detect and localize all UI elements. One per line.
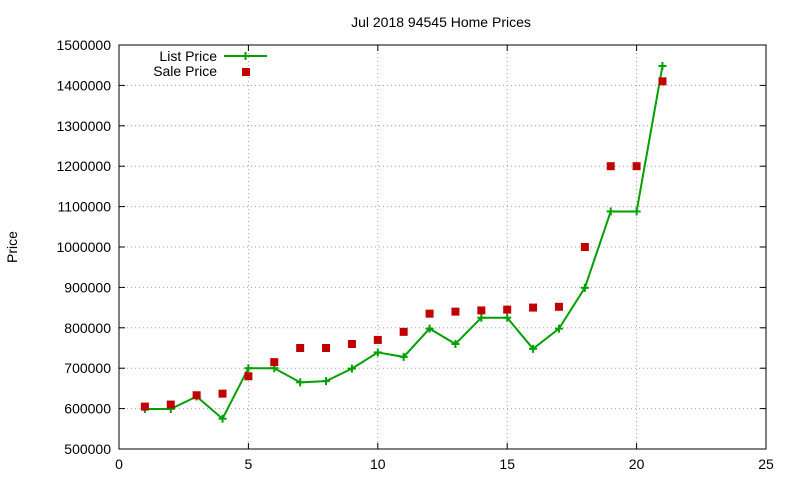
- sale-price-point: [451, 307, 460, 316]
- y-tick-label: 1000000: [56, 239, 111, 255]
- sale-price-point: [658, 77, 667, 86]
- y-tick-label: 1200000: [56, 158, 111, 174]
- sale-price-point: [270, 358, 279, 367]
- legend-marker-sale-price: [242, 68, 250, 76]
- sale-price-point: [244, 372, 253, 381]
- list-price-point: [399, 352, 408, 361]
- axis-ticks: 0 5 10 15 20 25 500000 600000 700000 800000 900000…: [56, 37, 774, 472]
- list-price-point: [503, 313, 512, 322]
- legend-marker-list-price: [241, 52, 250, 60]
- list-price-point: [347, 364, 356, 373]
- y-tick-label: 600000: [64, 401, 111, 417]
- sale-price-point: [347, 339, 356, 348]
- list-price-point: [322, 377, 331, 386]
- list-price-point: [477, 313, 486, 322]
- x-tick-label: 20: [629, 456, 645, 472]
- sale-price-point: [140, 402, 149, 411]
- list-price-point: [580, 283, 589, 292]
- legend: List Price Sale Price: [153, 48, 267, 79]
- x-tick-label: 5: [245, 456, 253, 472]
- sale-price-point: [296, 344, 305, 352]
- sale-price-point: [580, 243, 589, 251]
- y-tick-label: 1100000: [58, 199, 112, 215]
- sale-price-point: [554, 302, 563, 311]
- y-tick-label: 500000: [64, 441, 111, 457]
- list-price-point: [244, 364, 253, 373]
- list-price-point: [554, 324, 563, 333]
- sale-price-point: [399, 327, 408, 336]
- list-price-point: [529, 344, 538, 353]
- legend-label-list-price: List Price: [159, 48, 217, 64]
- y-tick-label: 900000: [64, 279, 111, 295]
- x-tick-label: 25: [758, 456, 774, 472]
- list-price-line: [144, 65, 664, 420]
- x-tick-label: 10: [370, 456, 386, 472]
- legend-plus-glyph: [241, 52, 250, 60]
- chart-title: Jul 2018 94545 Home Prices: [351, 14, 531, 30]
- sale-price-point: [529, 303, 538, 312]
- list-price-point: [296, 378, 305, 387]
- grid: [119, 45, 766, 449]
- legend-label-sale-price: Sale Price: [153, 63, 217, 79]
- y-tick-label: 1300000: [56, 118, 111, 134]
- sale-price-point: [166, 400, 175, 409]
- y-tick-label: 1400000: [56, 77, 111, 93]
- list-price-point: [373, 348, 382, 357]
- sale-price-point: [503, 305, 512, 314]
- list-price-point: [606, 207, 615, 216]
- y-tick-label: 800000: [64, 320, 111, 336]
- x-tick-label: 0: [115, 456, 123, 472]
- sale-price-point: [218, 389, 227, 398]
- x-tick-label: 15: [499, 456, 515, 472]
- list-price-point: [658, 62, 667, 71]
- sale-price-point: [425, 309, 434, 318]
- sale-price-point: [192, 391, 201, 400]
- sale-price-point: [477, 306, 486, 315]
- y-tick-label: 700000: [64, 360, 111, 376]
- plot-area-frame: [118, 44, 767, 450]
- sale-price-point: [606, 162, 615, 171]
- list-price-point: [451, 339, 460, 348]
- y-tick-label: 1500000: [56, 37, 111, 53]
- sale-price-point: [373, 335, 382, 344]
- series-layer: [140, 62, 667, 423]
- y-axis-label: Price: [4, 231, 20, 263]
- list-price-point: [218, 414, 227, 423]
- list-price-point: [425, 324, 434, 333]
- list-price-point: [632, 207, 641, 216]
- sale-price-point: [322, 344, 331, 352]
- sale-price-point: [632, 162, 641, 171]
